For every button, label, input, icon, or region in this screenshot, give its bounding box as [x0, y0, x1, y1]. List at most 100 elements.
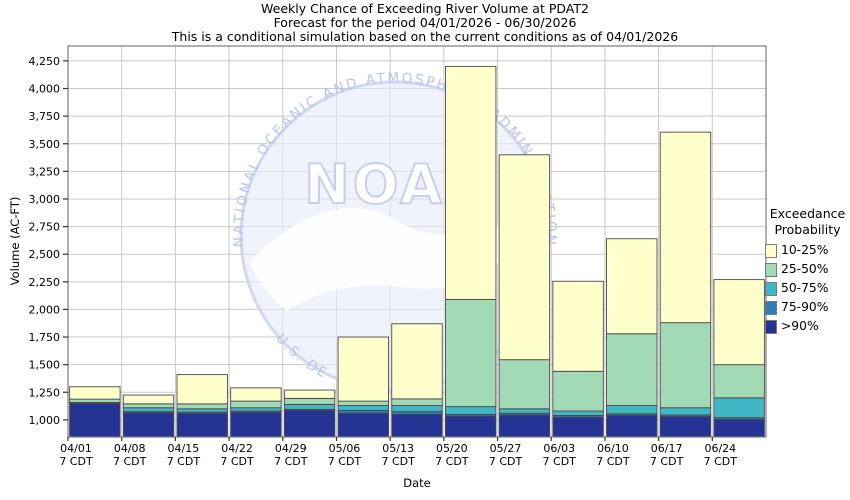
- x-tick-label: 05/27: [490, 442, 522, 455]
- bar-segment-10-25%: [713, 279, 765, 366]
- x-tick-sublabel: 7 CDT: [167, 455, 201, 468]
- bar-segment-25-50%: [230, 400, 282, 409]
- x-tick-label: 06/17: [651, 442, 683, 455]
- bar-segment-50-75%: [230, 407, 282, 412]
- bar-segment->90%: [498, 414, 551, 438]
- bar-segment-10-25%: [122, 394, 175, 405]
- chart-subtitle: Forecast for the period 04/01/2026 - 06/…: [273, 15, 577, 30]
- bar-04/08: [122, 394, 175, 438]
- bar-segment->90%: [337, 412, 390, 438]
- bar-06/10: [606, 238, 658, 438]
- bar-segment-10-25%: [69, 386, 121, 400]
- x-axis-title: Date: [403, 476, 431, 490]
- axes: 1,000 1,250 1,500 1,750 2,000 2,250 2,500 2,750…: [29, 45, 767, 468]
- legend-label: 50-75%: [781, 281, 829, 295]
- legend-label: 25-50%: [781, 262, 829, 276]
- bar-segment-10-25%: [176, 374, 228, 405]
- bar-segment->90%: [69, 403, 121, 438]
- bar-segment-25-50%: [498, 359, 551, 410]
- bar-segment-25-50%: [283, 397, 336, 405]
- y-tick-label: 1,250: [29, 386, 61, 399]
- bar-05/13: [391, 323, 443, 438]
- bar-segment-25-50%: [69, 398, 121, 403]
- x-tick-sublabel: 7 CDT: [113, 455, 147, 468]
- x-tick-sublabel: 7 CDT: [381, 455, 415, 468]
- bar-05/20: [444, 65, 497, 438]
- x-tick-label: 06/24: [704, 442, 736, 455]
- legend-swatch: [765, 281, 777, 296]
- x-tick-sublabel: 7 CDT: [704, 455, 738, 468]
- bar-segment-10-25%: [337, 336, 390, 402]
- legend-swatch: [765, 243, 777, 258]
- bar-04/01: [69, 386, 121, 438]
- bar-segment-25-50%: [444, 299, 497, 408]
- y-tick-label: 2,750: [29, 221, 61, 234]
- legend-item->90%: >90%: [765, 319, 850, 334]
- bar-segment-25-50%: [552, 370, 604, 412]
- bar-segment->90%: [230, 411, 282, 438]
- y-tick-label: 3,750: [29, 110, 61, 123]
- y-tick-label: 2,250: [29, 276, 61, 289]
- bar-05/27: [498, 154, 551, 438]
- x-tick-sublabel: 7 CDT: [59, 455, 93, 468]
- legend-swatch: [765, 300, 777, 315]
- bar-segment->90%: [176, 412, 228, 438]
- legend-title-line1: Exceedance: [769, 206, 846, 221]
- bar-segment-50-75%: [283, 403, 336, 410]
- bar-segment-50-75%: [444, 406, 497, 415]
- x-tick-sublabel: 7 CDT: [650, 455, 684, 468]
- bar-segment-25-50%: [176, 403, 228, 410]
- x-tick-label: 06/03: [543, 442, 575, 455]
- bar-segment-10-25%: [659, 131, 712, 324]
- y-tick-label: 4,250: [29, 55, 61, 68]
- bar-segment-10-25%: [391, 323, 443, 400]
- bar-segment-25-50%: [122, 403, 175, 409]
- bar-05/06: [337, 336, 390, 438]
- bar-06/03: [552, 280, 604, 438]
- x-tick-sublabel: 7 CDT: [220, 455, 254, 468]
- legend-items: 10-25% 25-50% 50-75% 75-90% >90%: [765, 243, 850, 334]
- y-tick-label: 3,000: [29, 193, 61, 206]
- bar-04/29: [283, 389, 336, 438]
- y-tick-label: 4,000: [29, 83, 61, 96]
- bar-segment-50-75%: [337, 405, 390, 411]
- bars: [69, 65, 765, 438]
- bar-segment->90%: [391, 413, 443, 438]
- x-tick-label: 04/29: [275, 442, 307, 455]
- legend-label: 10-25%: [781, 243, 829, 257]
- bar-segment->90%: [122, 412, 175, 438]
- chart-titles: Weekly Chance of Exceeding River Volume …: [0, 2, 850, 44]
- bar-segment-50-75%: [552, 410, 604, 416]
- legend-title-line2: Probability: [774, 222, 841, 237]
- legend-item-50-75%: 50-75%: [765, 281, 850, 296]
- bar-segment-10-25%: [606, 238, 658, 335]
- legend-item-25-50%: 25-50%: [765, 262, 850, 277]
- bar-segment-50-75%: [391, 405, 443, 413]
- x-tick-sublabel: 7 CDT: [435, 455, 469, 468]
- x-tick-sublabel: 7 CDT: [489, 455, 523, 468]
- bar-segment-10-25%: [444, 65, 497, 300]
- bar-segment->90%: [606, 415, 658, 438]
- legend-item-10-25%: 10-25%: [765, 243, 850, 258]
- x-tick-label: 06/10: [597, 442, 629, 455]
- bar-segment-50-75%: [713, 397, 765, 419]
- bar-segment-50-75%: [176, 408, 228, 413]
- x-tick-label: 04/08: [114, 442, 146, 455]
- y-tick-label: 2,000: [29, 303, 61, 316]
- y-tick-label: 2,500: [29, 248, 61, 261]
- bar-segment-25-50%: [391, 398, 443, 406]
- legend: Exceedance Probability 10-25% 25-50% 50-75…: [765, 206, 850, 339]
- legend-swatch: [765, 319, 777, 334]
- bar-segment-25-50%: [659, 322, 712, 409]
- bar-04/15: [176, 374, 228, 438]
- x-tick-sublabel: 7 CDT: [274, 455, 308, 468]
- bar-segment-10-25%: [230, 387, 282, 402]
- x-tick-label: 04/01: [60, 442, 92, 455]
- x-tick-sublabel: 7 CDT: [328, 455, 362, 468]
- x-tick-label: 05/06: [329, 442, 361, 455]
- legend-item-75-90%: 75-90%: [765, 300, 850, 315]
- x-tick-sublabel: 7 CDT: [596, 455, 630, 468]
- y-tick-label: 1,500: [29, 359, 61, 372]
- legend-title: Exceedance Probability: [765, 206, 850, 238]
